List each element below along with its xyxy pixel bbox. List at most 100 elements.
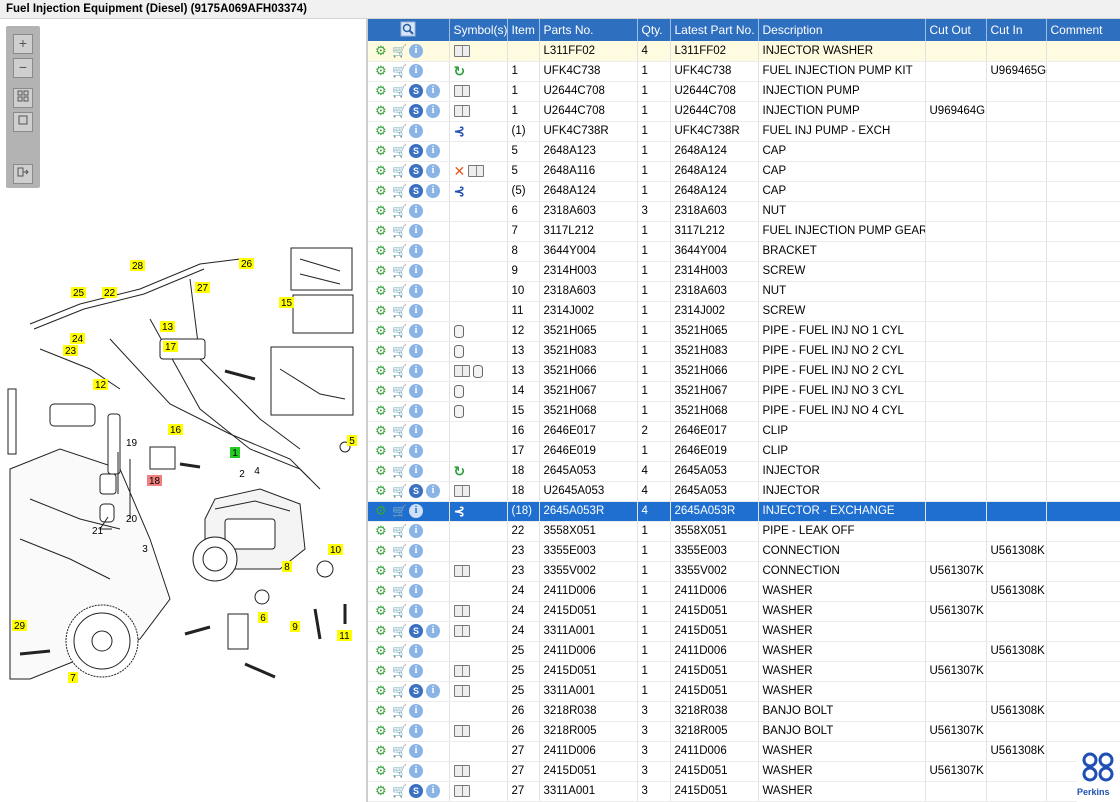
cell-parts-no[interactable]: 2645A053 xyxy=(539,461,638,482)
callout-11[interactable]: 11 xyxy=(337,630,352,642)
cart-icon[interactable]: 🛒 xyxy=(392,464,407,478)
gear-icon[interactable]: ⚙ xyxy=(375,703,387,718)
cylinder-icon[interactable] xyxy=(453,384,464,398)
info-icon[interactable]: i xyxy=(409,124,423,138)
info-icon[interactable]: i xyxy=(409,64,423,78)
zoom-out-button[interactable]: − xyxy=(13,58,33,78)
gear-icon[interactable]: ⚙ xyxy=(375,263,387,278)
cell-latest-part-no[interactable]: 2645A053 xyxy=(670,481,759,502)
callout-3[interactable]: 3 xyxy=(142,544,148,555)
cart-icon[interactable]: 🛒 xyxy=(392,764,407,778)
cell-parts-no[interactable]: 2318A603 xyxy=(539,201,638,222)
cell-latest-part-no[interactable]: 3521H066 xyxy=(670,361,759,382)
cell-parts-no[interactable]: 3558X051 xyxy=(539,521,638,542)
cell-parts-no[interactable]: 3355E003 xyxy=(539,541,638,562)
cell-parts-no[interactable]: UFK4C738 xyxy=(539,61,638,82)
branch-icon[interactable]: ⊰ xyxy=(453,503,466,519)
table-row[interactable]: ⚙ 🛒 i 22 3558X051 1 3558X051 PIPE - LEAK OFF xyxy=(368,521,1120,542)
col-header-comment[interactable]: Comment xyxy=(1046,19,1120,41)
recycle-icon[interactable]: ↻ xyxy=(453,63,466,79)
callout-10[interactable]: 10 xyxy=(328,544,343,556)
cell-parts-no[interactable]: 2648A123 xyxy=(539,141,638,162)
info-icon[interactable]: i xyxy=(426,164,440,178)
callout-9[interactable]: 9 xyxy=(290,621,300,633)
gear-icon[interactable]: ⚙ xyxy=(375,42,387,58)
book-icon[interactable] xyxy=(453,785,470,797)
supersession-icon[interactable]: S xyxy=(409,624,423,638)
cell-parts-no[interactable]: L311FF02 xyxy=(539,41,638,62)
cell-parts-no[interactable]: 2411D006 xyxy=(539,741,638,762)
parts-table-pane[interactable]: Symbol(s) Item Parts No. Qty. Latest Par… xyxy=(368,19,1120,802)
info-icon[interactable]: i xyxy=(409,384,423,398)
gear-icon[interactable]: ⚙ xyxy=(375,243,387,258)
cell-latest-part-no[interactable]: 2646E017 xyxy=(670,421,759,442)
table-row[interactable]: ⚙ 🛒 i 9 2314H003 1 2314H003 SCREW xyxy=(368,261,1120,282)
info-icon[interactable]: i xyxy=(409,744,423,758)
info-icon[interactable]: i xyxy=(409,264,423,278)
book-icon[interactable] xyxy=(453,44,470,57)
table-row[interactable]: ⚙ 🛒 i 17 2646E019 1 2646E019 CLIP xyxy=(368,441,1120,462)
gear-icon[interactable]: ⚙ xyxy=(375,783,387,798)
cart-icon[interactable]: 🛒 xyxy=(392,444,407,458)
gear-icon[interactable]: ⚙ xyxy=(375,203,387,218)
cell-parts-no[interactable]: 2411D006 xyxy=(539,641,638,662)
col-header-qty[interactable]: Qty. xyxy=(637,19,671,41)
book-icon[interactable] xyxy=(453,85,470,97)
callout-7[interactable]: 7 xyxy=(68,672,78,684)
cell-latest-part-no[interactable]: 3521H067 xyxy=(670,381,759,402)
book-icon[interactable] xyxy=(453,625,470,637)
callout-18[interactable]: 18 xyxy=(147,475,162,487)
col-header-cut-out[interactable]: Cut Out xyxy=(925,19,987,41)
table-row[interactable]: ⚙ 🛒 i 27 2415D051 3 2415D051 WASHER U561307K xyxy=(368,761,1120,782)
cart-icon[interactable]: 🛒 xyxy=(392,43,407,58)
info-icon[interactable]: i xyxy=(409,224,423,238)
book-icon[interactable] xyxy=(453,105,470,117)
callout-23[interactable]: 23 xyxy=(63,345,78,357)
cart-icon[interactable]: 🛒 xyxy=(392,184,407,198)
table-row[interactable]: ⚙ 🛒 i ↻ 18 2645A053 4 2645A053 INJECTOR xyxy=(368,461,1120,482)
book-icon[interactable] xyxy=(453,365,470,377)
cell-parts-no[interactable]: 3218R038 xyxy=(539,701,638,722)
gear-icon[interactable]: ⚙ xyxy=(375,563,387,578)
cell-parts-no[interactable]: 2415D051 xyxy=(539,601,638,622)
cell-latest-part-no[interactable]: 2415D051 xyxy=(670,781,759,802)
supersession-icon[interactable]: S xyxy=(409,684,423,698)
cart-icon[interactable]: 🛒 xyxy=(392,564,407,578)
cell-latest-part-no[interactable]: 2415D051 xyxy=(670,681,759,702)
cart-icon[interactable]: 🛒 xyxy=(392,144,407,158)
cylinder-icon[interactable] xyxy=(453,344,464,358)
cart-icon[interactable]: 🛒 xyxy=(392,264,407,278)
table-row[interactable]: ⚙ 🛒 i 24 2415D051 1 2415D051 WASHER U561307K xyxy=(368,601,1120,622)
gear-icon[interactable]: ⚙ xyxy=(375,623,387,638)
info-icon[interactable]: i xyxy=(409,404,423,418)
multi-gear-icon[interactable]: ⚙ xyxy=(375,483,387,498)
cell-parts-no[interactable]: UFK4C738R xyxy=(539,121,638,142)
gear-icon[interactable]: ⚙ xyxy=(375,283,387,298)
cell-parts-no[interactable]: 3644Y004 xyxy=(539,241,638,262)
info-icon[interactable]: i xyxy=(409,764,423,778)
gear-icon[interactable]: ⚙ xyxy=(375,523,387,538)
cell-latest-part-no[interactable]: 3521H083 xyxy=(670,341,759,362)
table-row[interactable]: ⚙ 🛒 i 16 2646E017 2 2646E017 CLIP xyxy=(368,421,1120,442)
info-icon[interactable]: i xyxy=(409,244,423,258)
info-icon[interactable]: i xyxy=(409,604,423,618)
multi-gear-icon[interactable]: ⚙ xyxy=(375,463,387,478)
cart-icon[interactable]: 🛒 xyxy=(392,224,407,238)
table-row[interactable]: ⚙ 🛒 i 15 3521H068 1 3521H068 PIPE - FUEL INJ NO… xyxy=(368,401,1120,422)
cell-latest-part-no[interactable]: 2415D051 xyxy=(670,621,759,642)
callout-20[interactable]: 20 xyxy=(126,514,138,525)
info-icon[interactable]: i xyxy=(426,184,440,198)
callout-28[interactable]: 28 xyxy=(130,260,145,272)
cart-icon[interactable]: 🛒 xyxy=(392,424,407,438)
search-icon[interactable] xyxy=(400,21,416,37)
book-icon[interactable] xyxy=(453,665,470,677)
cart-icon[interactable]: 🛒 xyxy=(392,124,407,138)
cart-icon[interactable]: 🛒 xyxy=(392,744,407,758)
cart-icon[interactable]: 🛒 xyxy=(392,524,407,538)
export-button[interactable] xyxy=(13,164,33,184)
callout-22[interactable]: 22 xyxy=(102,287,117,299)
info-icon[interactable]: i xyxy=(409,464,423,478)
